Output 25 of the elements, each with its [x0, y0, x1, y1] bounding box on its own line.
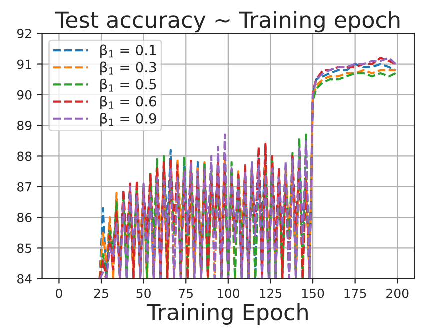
- y-tick-label: 87: [18, 182, 32, 192]
- y-tick-label: 88: [18, 152, 32, 162]
- y-tick-label: 89: [18, 121, 32, 131]
- x-tick-label: 150: [302, 288, 324, 298]
- y-tick-label: 86: [18, 213, 32, 222]
- y-tick-label: 91: [17, 60, 32, 70]
- legend-label: β$_{1}$ = 0.6: [100, 96, 156, 110]
- legend-label: β$_{1}$ = 0.3: [100, 62, 156, 76]
- x-tick-label: 175: [344, 288, 366, 298]
- y-tick-label: 92: [17, 29, 32, 39]
- y-tick-label: 84: [18, 274, 32, 284]
- x-tick-label: 100: [218, 288, 240, 298]
- legend-label: β$_{1}$ = 0.9: [100, 113, 156, 127]
- x-tick-label: 200: [386, 288, 409, 298]
- x-tick-label: 125: [260, 288, 282, 298]
- legend-label: β$_{1}$ = 0.1: [100, 44, 156, 58]
- legend-label: β$_{1}$ = 0.5: [100, 78, 156, 92]
- x-tick-label: 0: [56, 288, 62, 298]
- x-tick-label: 25: [94, 288, 108, 298]
- y-tick-label: 85: [18, 244, 32, 254]
- y-tick-label: 90: [17, 90, 32, 100]
- chart-title: Test accuracy ~ Training epoch: [55, 11, 400, 33]
- x-axis-title: Training Epoch: [146, 303, 308, 325]
- x-tick-label: 50: [136, 288, 151, 298]
- x-tick-label: 75: [179, 288, 193, 298]
